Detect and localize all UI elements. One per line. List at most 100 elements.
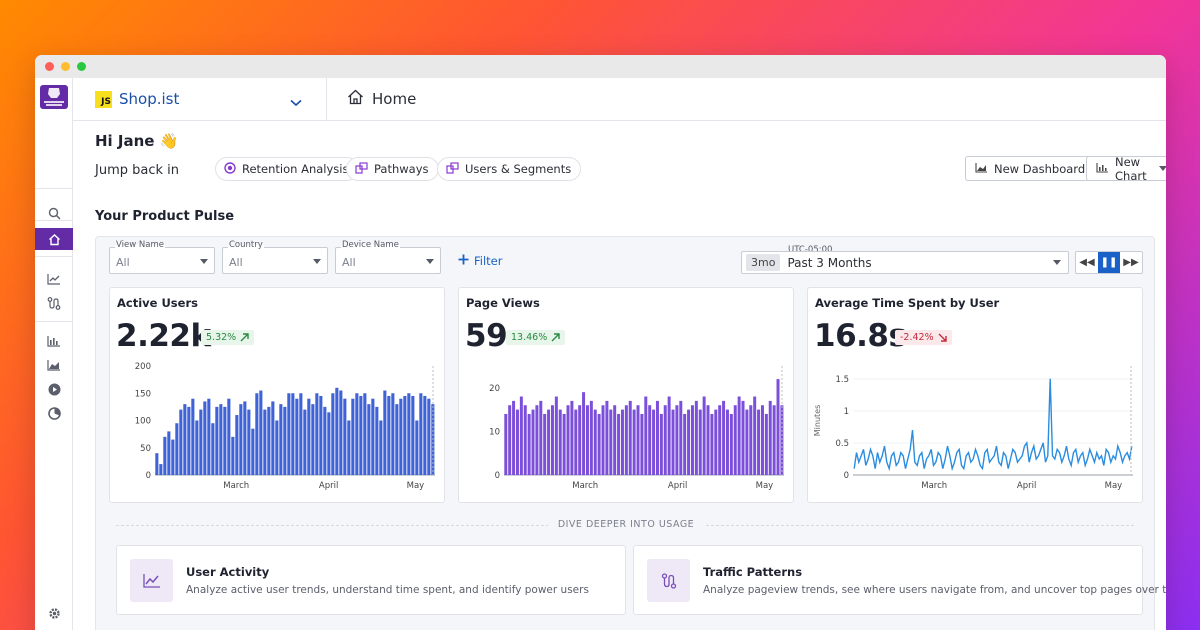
close-window-dot[interactable] — [45, 62, 54, 71]
bar — [407, 393, 411, 475]
playback-controls: ◀◀ ❚❚ ▶▶ — [1075, 251, 1143, 274]
card-value: 2.22k — [116, 318, 211, 354]
bar — [155, 453, 159, 475]
avg-time-chart: 0 0.5 1 1.5 Minutes March April May — [813, 366, 1133, 491]
bar — [523, 405, 527, 475]
new-dashboard-button[interactable]: New Dashboard — [965, 156, 1096, 181]
bar — [706, 405, 710, 475]
bar — [299, 393, 303, 475]
avg-time-card[interactable]: Average Time Spent by User 16.8s -2.42% … — [807, 287, 1143, 503]
bar — [578, 405, 582, 475]
minimize-window-dot[interactable] — [61, 62, 70, 71]
fast-forward-icon[interactable]: ▶▶ — [1123, 257, 1139, 268]
page-views-chart: 0 10 20 March April May — [489, 366, 784, 491]
line-chart-icon — [130, 559, 173, 602]
area-chart-icon[interactable] — [35, 354, 73, 376]
bar — [179, 409, 183, 475]
maximize-window-dot[interactable] — [77, 62, 86, 71]
bar — [303, 409, 307, 475]
trend-badge: 5.32% — [201, 330, 255, 345]
arrow-up-right-icon — [551, 333, 560, 342]
caret-down-icon — [1158, 166, 1166, 171]
user-activity-card[interactable]: User Activity Analyze active user trends… — [116, 545, 626, 615]
trend-badge: -2.42% — [895, 330, 952, 345]
new-chart-label: New Chart — [1115, 154, 1147, 183]
y-axis-label: Minutes — [813, 405, 822, 437]
bar — [663, 405, 667, 475]
view-name-select[interactable]: View Name All — [109, 240, 215, 274]
play-icon[interactable] — [35, 378, 73, 400]
bar — [355, 393, 359, 475]
divider-label: DIVE DEEPER INTO USAGE — [96, 519, 1156, 530]
pie-icon[interactable] — [35, 402, 73, 424]
bar — [574, 409, 578, 475]
bar — [613, 405, 617, 475]
new-chart-button[interactable]: New Chart — [1086, 154, 1166, 183]
caret-down-icon — [1053, 260, 1061, 265]
page-views-card[interactable]: Page Views 59 13.46% 0 10 20 March April May — [458, 287, 794, 503]
trend-value: 5.32% — [206, 332, 237, 343]
plus-icon — [458, 254, 469, 268]
filter-label: Filter — [474, 254, 503, 268]
bar — [527, 413, 531, 475]
trend-value: -2.42% — [900, 332, 934, 343]
bar-chart-icon[interactable] — [35, 330, 73, 352]
pause-icon[interactable]: ❚❚ — [1098, 252, 1120, 273]
pathways-icon[interactable] — [35, 292, 73, 314]
bar — [175, 423, 179, 475]
time-range-select[interactable]: 3mo Past 3 Months — [741, 251, 1069, 274]
add-filter-button[interactable]: Filter — [458, 254, 502, 268]
gear-icon[interactable] — [35, 602, 73, 624]
home-icon[interactable] — [35, 228, 73, 250]
traffic-patterns-card[interactable]: Traffic Patterns Analyze pageview trends… — [633, 545, 1166, 615]
bar — [247, 409, 251, 475]
bar — [760, 405, 764, 475]
bar — [207, 398, 211, 475]
caret-down-icon — [313, 259, 321, 264]
product-analytics-logo[interactable] — [40, 85, 68, 109]
rewind-icon[interactable]: ◀◀ — [1079, 257, 1095, 268]
card-title: Average Time Spent by User — [815, 296, 1000, 310]
bar — [167, 431, 171, 475]
bar — [415, 420, 419, 475]
bar — [741, 400, 745, 475]
bar — [648, 405, 652, 475]
bar — [187, 406, 191, 475]
bar — [683, 413, 687, 475]
bar — [644, 396, 648, 475]
active-users-card[interactable]: Active Users 2.22k 5.32% 0 50 100 150 200 Mar… — [109, 287, 445, 503]
bar — [235, 415, 239, 475]
app-switcher[interactable]: JS Shop.ist — [73, 78, 327, 120]
bar — [550, 405, 554, 475]
chip-pathways[interactable]: Pathways — [346, 157, 439, 181]
bar — [323, 406, 327, 475]
bar — [295, 398, 299, 475]
chip-retention-analysis[interactable]: Retention Analysis — [215, 157, 359, 181]
home-icon[interactable] — [347, 89, 364, 109]
main-content: Hi Jane 👋 Jump back in Retention Analysi… — [73, 121, 1166, 630]
bar — [223, 406, 227, 475]
x-tick-label: March — [572, 481, 598, 491]
bar — [423, 395, 427, 475]
device-name-select[interactable]: Device Name All — [335, 240, 441, 274]
bar — [287, 393, 291, 475]
country-select[interactable]: Country All — [222, 240, 328, 274]
x-tick-label: May — [407, 481, 425, 491]
chip-users-segments[interactable]: Users & Segments — [437, 157, 582, 181]
card-value: 16.8s — [814, 318, 907, 354]
explore-title: Traffic Patterns — [703, 565, 803, 579]
bar — [710, 413, 714, 475]
bar — [291, 393, 295, 475]
trend-badge: 13.46% — [506, 330, 566, 345]
js-badge: JS — [95, 90, 112, 108]
bar — [725, 409, 729, 475]
bar — [722, 400, 726, 475]
bar — [562, 413, 566, 475]
greeting: Hi Jane 👋 — [95, 132, 179, 150]
search-icon[interactable] — [35, 202, 73, 224]
chevron-down-icon[interactable] — [290, 92, 302, 111]
bar — [515, 409, 519, 475]
bar — [698, 409, 702, 475]
line-chart-icon[interactable] — [35, 268, 73, 290]
bar — [363, 393, 367, 475]
